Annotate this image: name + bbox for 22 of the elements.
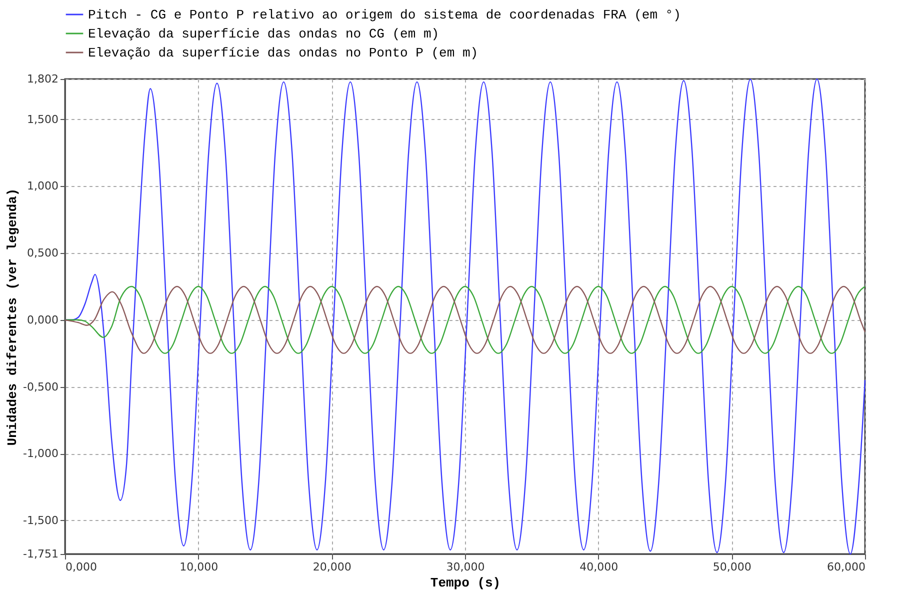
x-tick-label: 50,000 [712, 560, 752, 574]
y-tick-label: 0,500 [27, 246, 58, 260]
x-tick-label: 0,000 [66, 560, 97, 574]
y-tick-label: 1,500 [27, 112, 58, 126]
y-tick-label: -1,751 [23, 548, 58, 560]
x-axis-title: Tempo (s) [430, 576, 501, 590]
y-axis-title: Unidades diferentes (ver legenda) [5, 188, 20, 446]
x-tick-label: 10,000 [180, 560, 218, 574]
x-tick-label: 20,000 [312, 560, 352, 574]
legend-label: Pitch - CG e Ponto P relativo ao origem do sistema de coordenadas FRA (em °) [88, 8, 681, 22]
y-tick-label: -1,500 [23, 514, 58, 527]
x-tick-label: 30,000 [446, 560, 485, 574]
legend-label: Elevação da superfície das ondas no Ponto P (em m) [88, 46, 478, 60]
line-series [64, 286, 866, 354]
legend-label: Elevação da superfície das ondas no CG (em m) [88, 26, 440, 42]
y-tick-label: -1,000 [23, 447, 58, 460]
x-tick-label: 40,000 [580, 560, 618, 574]
y-tick-label: 1,802 [27, 72, 58, 86]
y-tick-label: 1,000 [27, 180, 58, 193]
y-tick-label: 0,000 [27, 313, 58, 326]
y-tick-label: -0,500 [23, 380, 58, 394]
x-tick-label: 60,000 [827, 560, 866, 574]
